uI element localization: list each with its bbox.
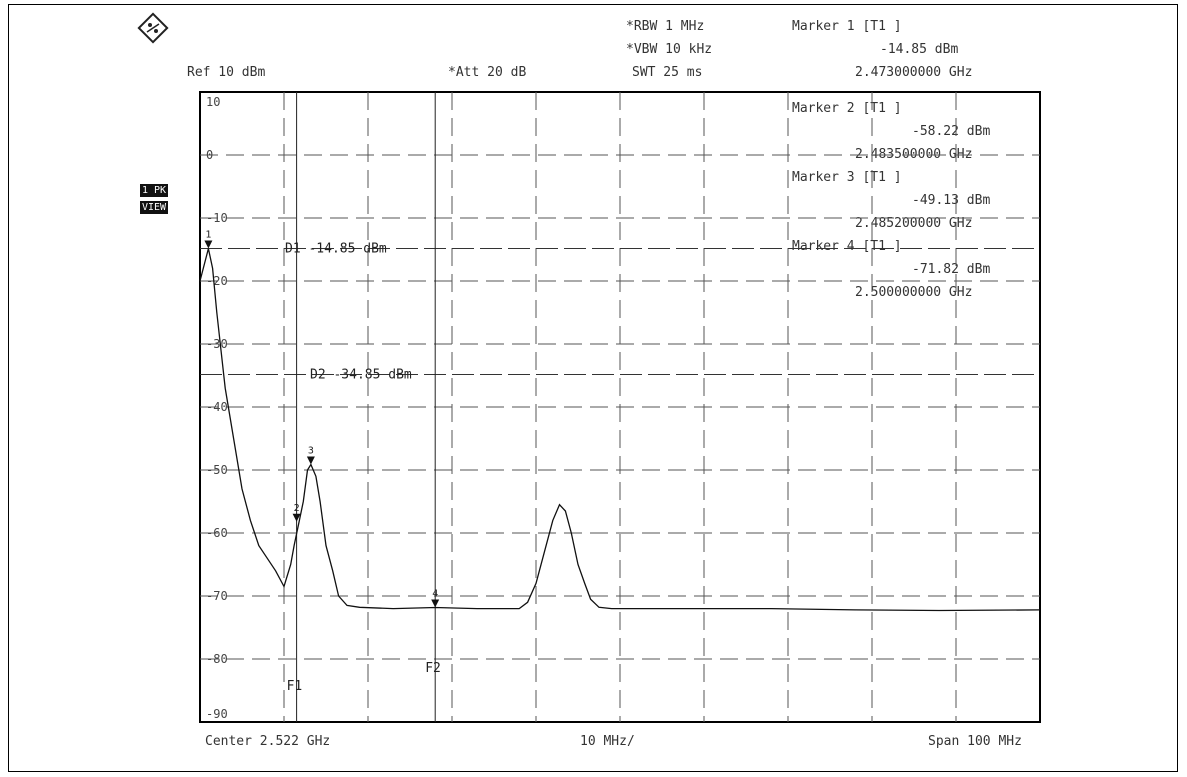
marker2-level: -58.22 dBm [912, 124, 991, 139]
marker-1-id: 1 [205, 230, 211, 241]
sweep-time: SWT 25 ms [632, 65, 703, 80]
trace-badge: 1 PK [140, 184, 169, 197]
display-line-label: D1 -14.85 dBm [285, 242, 387, 257]
marker-3-id: 3 [308, 446, 314, 457]
y-tick-label: -70 [206, 589, 228, 603]
y-tick-label: -10 [206, 211, 228, 225]
marker1-freq: 2.473000000 GHz [855, 65, 973, 80]
y-tick-label: 10 [206, 95, 220, 109]
center-frequency: Center 2.522 GHz [205, 734, 331, 749]
division: 10 MHz/ [580, 734, 635, 749]
y-tick-label: 0 [206, 148, 213, 162]
y-tick-label: -60 [206, 526, 228, 540]
y-tick-label: -80 [206, 652, 228, 666]
vbw: *VBW 10 kHz [626, 42, 713, 57]
marker4-label: Marker 4 [T1 ] [792, 239, 902, 254]
frequency-line-label: F2 [425, 661, 441, 676]
attenuation: *Att 20 dB [448, 65, 527, 80]
printout-frame [8, 4, 1178, 772]
span: Span 100 MHz [928, 734, 1022, 749]
ref-level: Ref 10 dBm [187, 65, 266, 80]
y-tick-label: -50 [206, 463, 228, 477]
y-tick-label: -90 [206, 707, 228, 721]
marker3-label: Marker 3 [T1 ] [792, 170, 902, 185]
frequency-line-label: F1 [287, 679, 303, 694]
marker1-label: Marker 1 [T1 ] [792, 19, 902, 34]
marker2-label: Marker 2 [T1 ] [792, 101, 902, 116]
rohde-schwarz-logo [137, 12, 169, 44]
marker3-freq: 2.485200000 GHz [855, 216, 973, 231]
marker-2-id: 2 [294, 503, 300, 514]
rbw: *RBW 1 MHz [626, 19, 705, 34]
y-tick-label: -20 [206, 274, 228, 288]
marker-4-symbol [431, 599, 440, 608]
marker3-level: -49.13 dBm [912, 193, 991, 208]
marker-3-symbol [306, 456, 315, 465]
marker-1-symbol [204, 240, 213, 249]
view-badge: VIEW [140, 201, 169, 214]
display-line-label: D2 -34.85 dBm [310, 368, 412, 383]
marker4-level: -71.82 dBm [912, 262, 991, 277]
marker-4-id: 4 [432, 588, 438, 599]
spectrum-trace [199, 248, 1041, 612]
marker4-freq: 2.500000000 GHz [855, 285, 973, 300]
y-tick-label: -40 [206, 400, 228, 414]
marker-2-symbol [292, 513, 301, 522]
marker1-level: -14.85 dBm [880, 42, 959, 57]
y-tick-label: -30 [206, 337, 228, 351]
